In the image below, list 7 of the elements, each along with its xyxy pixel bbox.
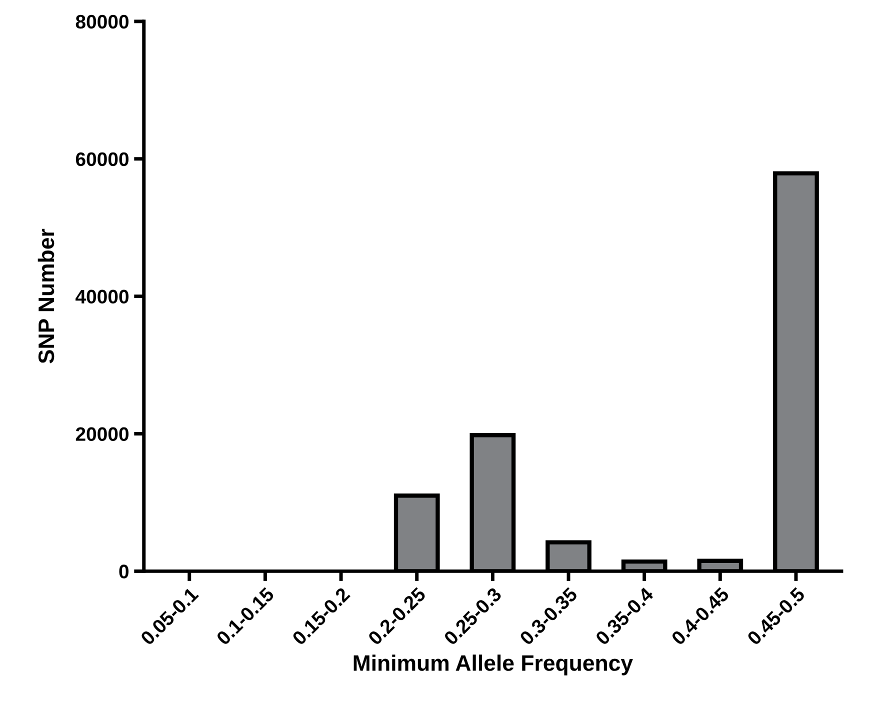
y-tick-label: 60000	[76, 152, 129, 166]
y-tick-label: 0	[119, 564, 128, 578]
y-axis-title: SNP Number	[38, 228, 54, 364]
y-tick-label: 20000	[76, 427, 129, 441]
y-tick-label: 40000	[76, 290, 129, 304]
y-tick-label: 80000	[76, 14, 129, 29]
x-axis-title: Minimum Allele Frequency	[354, 654, 633, 676]
